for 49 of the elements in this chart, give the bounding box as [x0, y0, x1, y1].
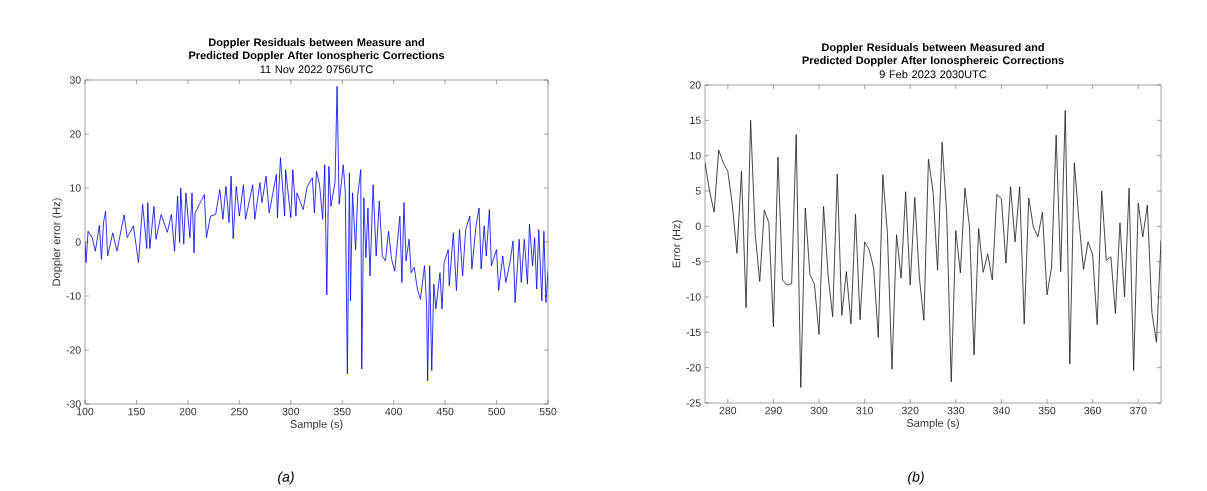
y-tick-label: 10	[70, 184, 81, 192]
x-tick-label: 300	[810, 406, 828, 415]
y-tick-label: 0	[695, 222, 701, 231]
y-axis-title: Doppler error (Hz)	[52, 198, 63, 286]
y-tick-label: -5	[692, 258, 701, 266]
y-tick-label: -20	[686, 363, 701, 372]
y-tick-label: -10	[66, 292, 81, 300]
chart-title: Doppler Residuals between Measured and Predicted Doppler After Ionosphereic Corrections	[802, 43, 1064, 67]
y-tick-label: 10	[690, 151, 701, 160]
x-tick-label: 350	[1038, 406, 1056, 415]
text: (b)	[908, 471, 924, 485]
x-tick-label: 100	[77, 407, 94, 416]
y-tick-label: -20	[66, 346, 81, 354]
y-tick-label: 30	[69, 76, 81, 84]
y-tick-label: -10	[686, 293, 701, 301]
x-tick-label: 150	[128, 407, 145, 416]
y-axis-title: Error (Hz)	[672, 220, 683, 268]
y-tick-label: 0	[75, 238, 81, 246]
x-tick-label: 330	[947, 406, 965, 415]
y-tick-label: 20	[689, 81, 701, 89]
y-tick-label: -25	[686, 399, 701, 407]
y-tick-label: 20	[69, 130, 81, 138]
chart-subtitle: 9 Feb 2023 2030UTC	[879, 70, 987, 79]
text: (a)	[278, 471, 294, 485]
chart-subtitle: 11 Nov 2022 0756UTC	[260, 65, 373, 74]
x-tick-label: 200	[179, 407, 197, 416]
x-tick-label: 320	[901, 406, 919, 415]
x-tick-label: 340	[993, 406, 1010, 415]
x-tick-label: 280	[719, 406, 737, 415]
y-tick-label: -30	[66, 400, 81, 408]
x-tick-label: 360	[1084, 406, 1101, 415]
x-tick-label: 350	[333, 407, 351, 416]
x-tick-label: 450	[436, 407, 454, 416]
x-tick-label: 400	[385, 407, 403, 416]
line-series	[85, 86, 549, 382]
line-series	[705, 110, 1162, 388]
chart-title: Doppler Residuals between Measure and Predicted Doppler After Ionospheric Corrections	[189, 38, 445, 62]
x-tick-label: 550	[539, 407, 557, 416]
y-tick-label: 15	[690, 116, 701, 124]
y-tick-label: 5	[695, 187, 701, 195]
x-tick-label: 300	[282, 407, 300, 416]
x-tick-label: 310	[856, 406, 873, 415]
x-axis-title: Sample (s)	[290, 419, 343, 431]
x-tick-label: 500	[488, 407, 505, 416]
x-tick-label: 250	[231, 407, 248, 416]
y-tick-label: -15	[686, 328, 701, 336]
x-tick-label: 370	[1129, 406, 1147, 415]
x-axis-title: Sample (s)	[906, 418, 959, 430]
x-tick-label: 290	[765, 406, 782, 415]
